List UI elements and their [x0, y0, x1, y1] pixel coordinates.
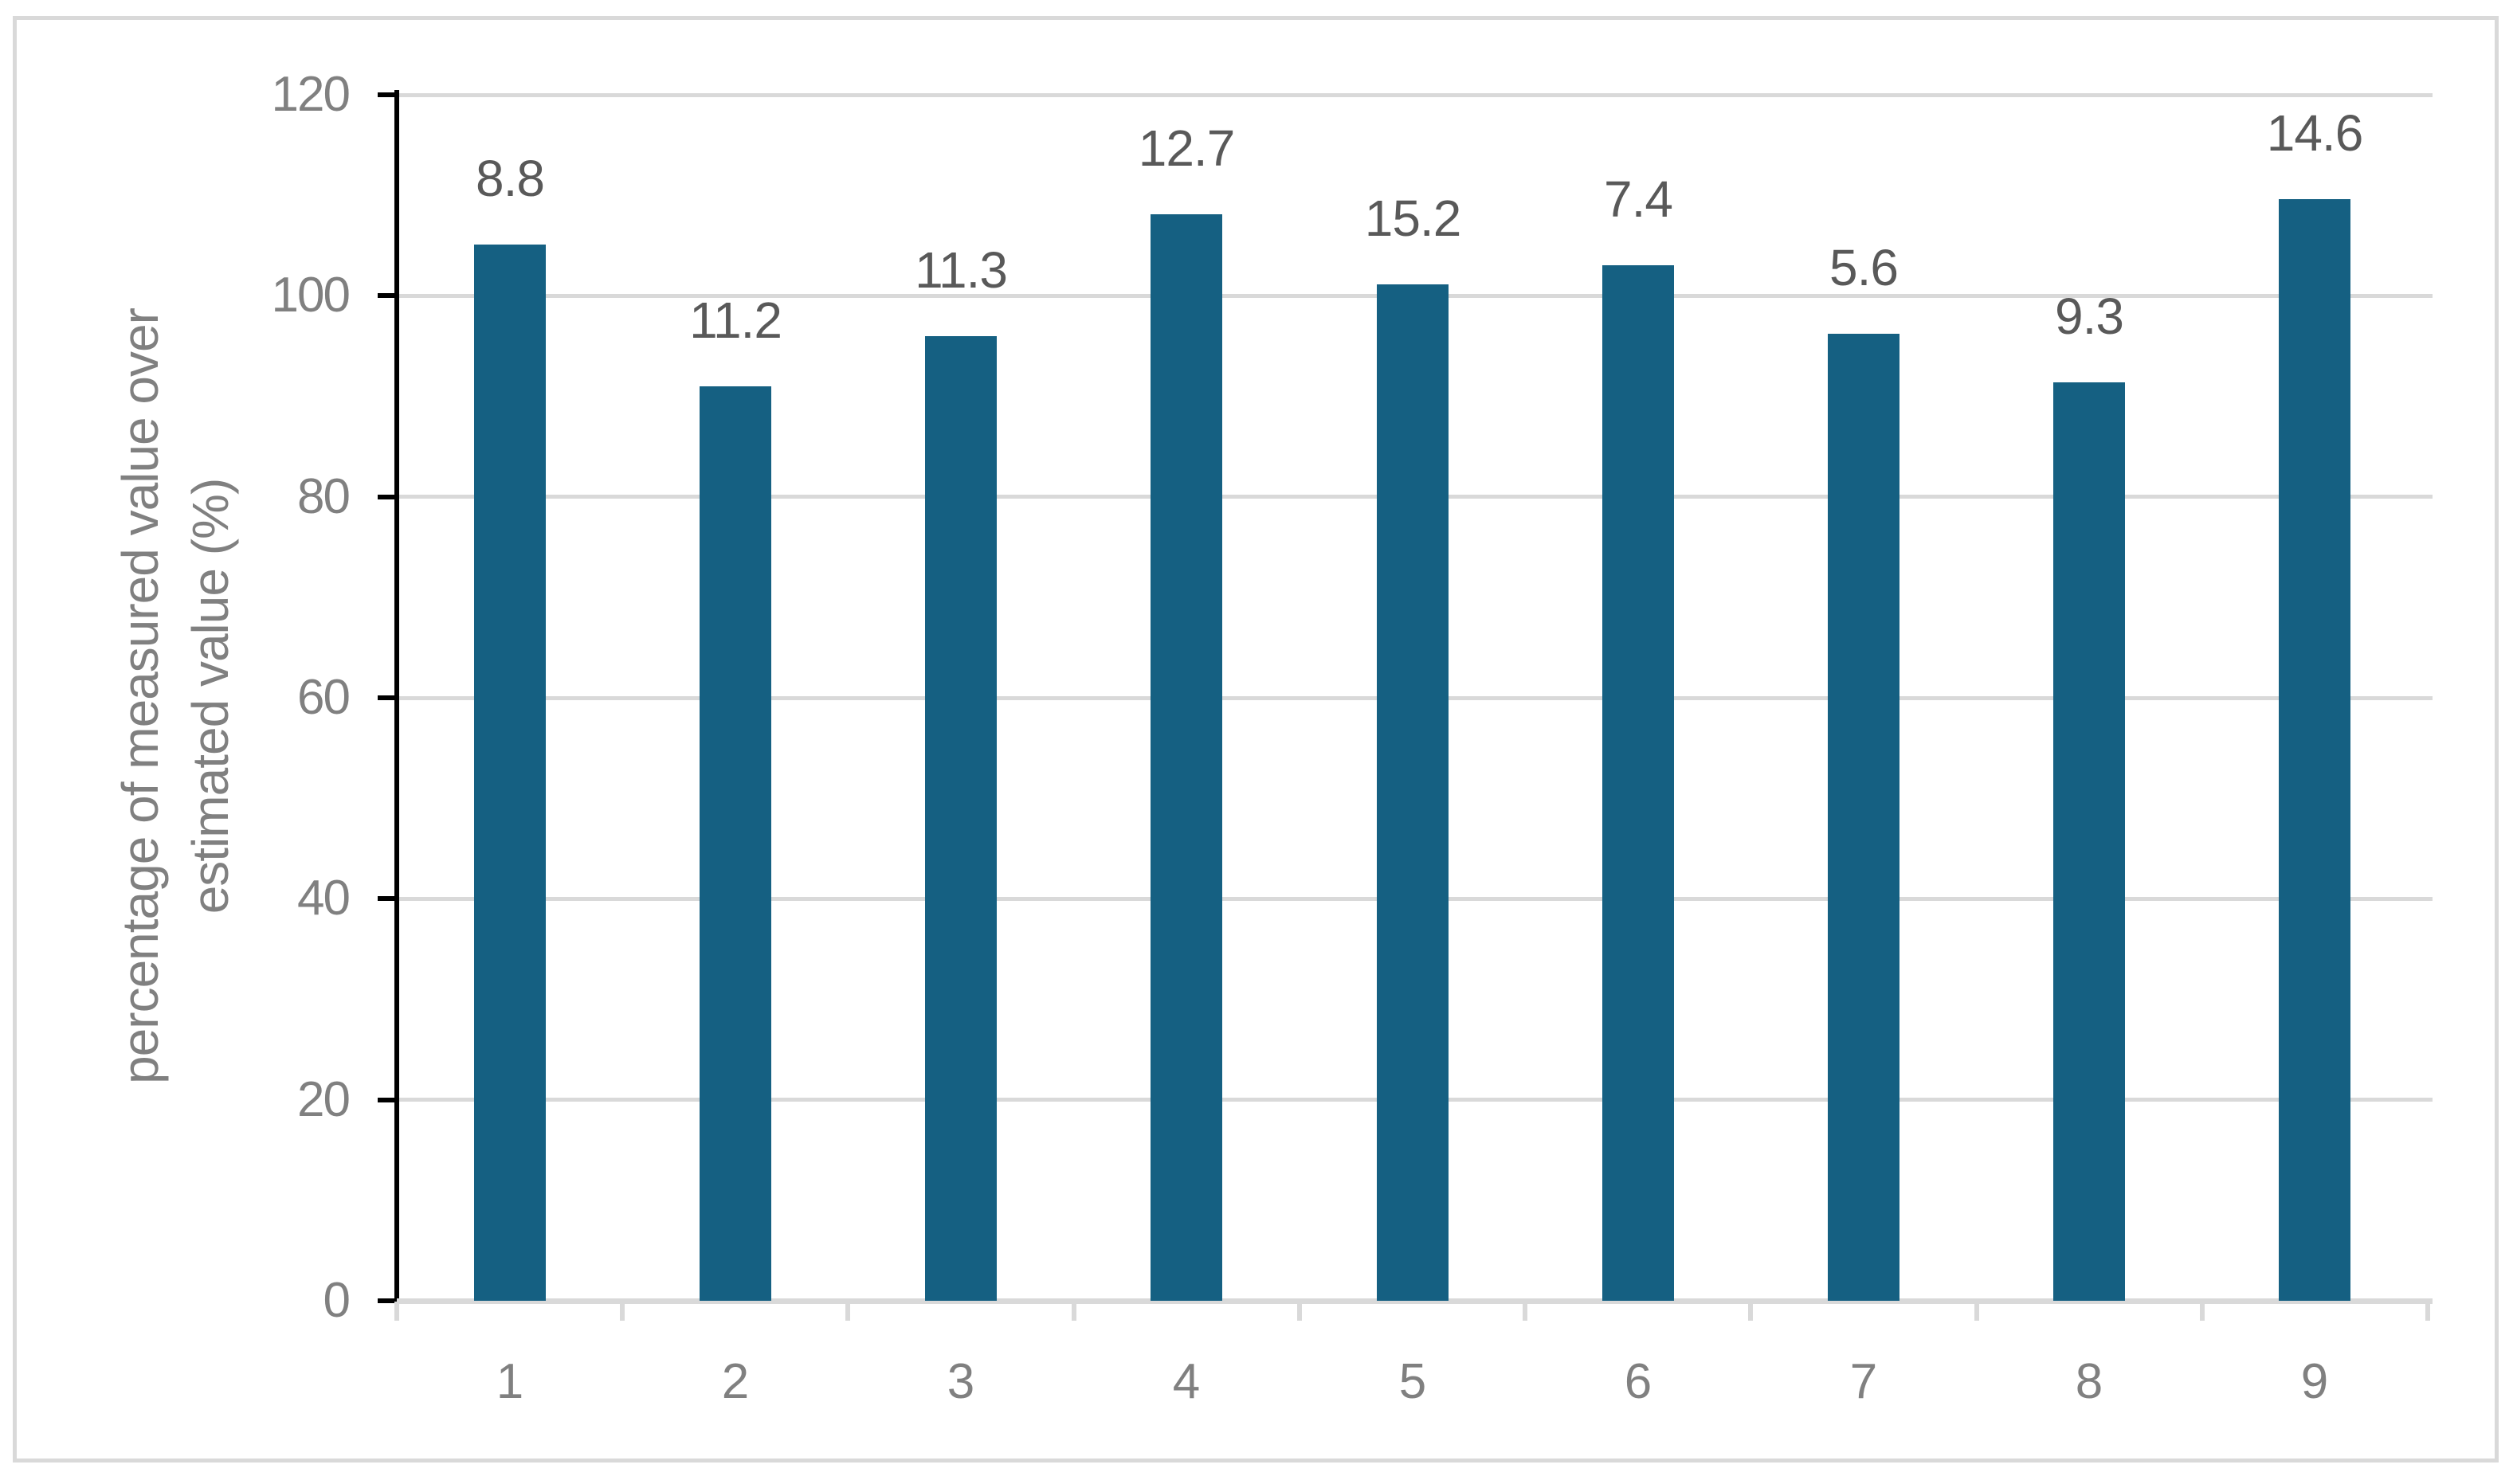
- x-axis-tick-9: [2425, 1302, 2430, 1321]
- bar-4: [1151, 214, 1222, 1301]
- x-tick-label-2: 2: [721, 1354, 750, 1409]
- y-tick-label-40: 40: [297, 871, 351, 926]
- bar-7: [1828, 334, 1899, 1301]
- bar-label-5: 15.2: [1364, 190, 1462, 247]
- x-axis-tick-0: [394, 1302, 399, 1321]
- x-axis-tick-3: [1072, 1302, 1076, 1321]
- bar-label-6: 7.4: [1604, 170, 1673, 228]
- x-tick-label-4: 4: [1172, 1354, 1201, 1409]
- y-tick-label-100: 100: [271, 268, 351, 323]
- x-axis-baseline: [397, 1298, 2433, 1304]
- x-tick-label-3: 3: [947, 1354, 975, 1409]
- x-axis-tick-1: [620, 1302, 625, 1321]
- gridline-120: [397, 93, 2433, 97]
- bar-6: [1602, 265, 1674, 1301]
- bar-label-9: 14.6: [2266, 104, 2364, 162]
- y-axis-tick-0: [378, 1298, 397, 1303]
- bar-3: [925, 336, 997, 1301]
- bar-2: [700, 386, 771, 1301]
- bar-8: [2053, 382, 2125, 1301]
- x-axis-tick-6: [1748, 1302, 1753, 1321]
- bar-label-8: 9.3: [2055, 288, 2124, 345]
- x-tick-label-1: 1: [496, 1354, 524, 1409]
- y-tick-label-0: 0: [323, 1273, 351, 1328]
- bar-1: [474, 245, 546, 1301]
- x-axis-tick-5: [1523, 1302, 1527, 1321]
- x-tick-label-7: 7: [1849, 1354, 1878, 1409]
- bar-label-2: 11.2: [689, 292, 782, 349]
- y-axis-tick-40: [378, 896, 397, 901]
- bar-label-4: 12.7: [1138, 119, 1236, 177]
- x-axis-tick-2: [845, 1302, 850, 1321]
- x-axis-tick-8: [2200, 1302, 2205, 1321]
- y-axis-tick-80: [378, 495, 397, 499]
- x-tick-label-5: 5: [1398, 1354, 1427, 1409]
- x-axis-tick-7: [1974, 1302, 1979, 1321]
- x-axis-tick-4: [1297, 1302, 1302, 1321]
- x-tick-label-8: 8: [2075, 1354, 2103, 1409]
- y-axis-tick-120: [378, 92, 397, 97]
- y-axis-line: [394, 90, 399, 1303]
- x-tick-label-6: 6: [1624, 1354, 1652, 1409]
- y-axis-tick-60: [378, 695, 397, 700]
- y-axis-tick-20: [378, 1098, 397, 1102]
- y-tick-label-60: 60: [297, 670, 351, 725]
- y-tick-label-20: 20: [297, 1072, 351, 1127]
- bar-label-7: 5.6: [1829, 239, 1899, 296]
- bar-9: [2279, 199, 2350, 1301]
- bar-5: [1377, 284, 1449, 1301]
- bar-label-3: 11.3: [915, 241, 1008, 299]
- x-tick-label-9: 9: [2300, 1354, 2329, 1409]
- y-axis-tick-100: [378, 293, 397, 298]
- y-tick-label-120: 120: [271, 67, 351, 122]
- bar-label-1: 8.8: [476, 150, 545, 207]
- y-tick-label-80: 80: [297, 469, 351, 524]
